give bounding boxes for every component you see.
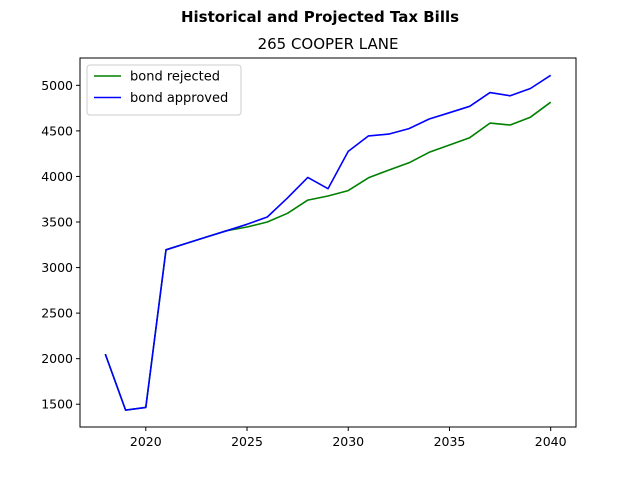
y-tick-label: 1500	[41, 397, 73, 412]
y-tick-label: 2000	[41, 351, 73, 366]
x-tick-label: 2030	[332, 434, 364, 449]
series-line-1	[104, 74, 552, 411]
y-tick-label: 2500	[41, 306, 73, 321]
legend-label: bond rejected	[130, 70, 220, 85]
y-tick-label: 5000	[41, 78, 73, 93]
y-tick-label: 3000	[41, 260, 73, 275]
y-tick-label: 3500	[41, 215, 73, 230]
legend: bond rejected bond approved	[86, 64, 242, 116]
series-line-0	[104, 101, 552, 411]
chart-title: Historical and Projected Tax Bills	[181, 8, 459, 26]
y-tick-label: 4500	[41, 123, 73, 138]
plot-area: 2020 2025 2030 2035 2040 1500 2000 2500 3000 3500…	[41, 74, 567, 449]
legend-box	[86, 64, 242, 116]
x-tick-label: 2020	[130, 434, 162, 449]
x-tick-label: 2025	[231, 434, 263, 449]
legend-label: bond approved	[130, 91, 228, 106]
y-tick-label: 4000	[41, 169, 73, 184]
axes-frame	[79, 57, 577, 428]
x-tick-label: 2040	[535, 434, 567, 449]
chart-subtitle: 265 COOPER LANE	[258, 35, 399, 53]
x-tick-label: 2035	[434, 434, 466, 449]
